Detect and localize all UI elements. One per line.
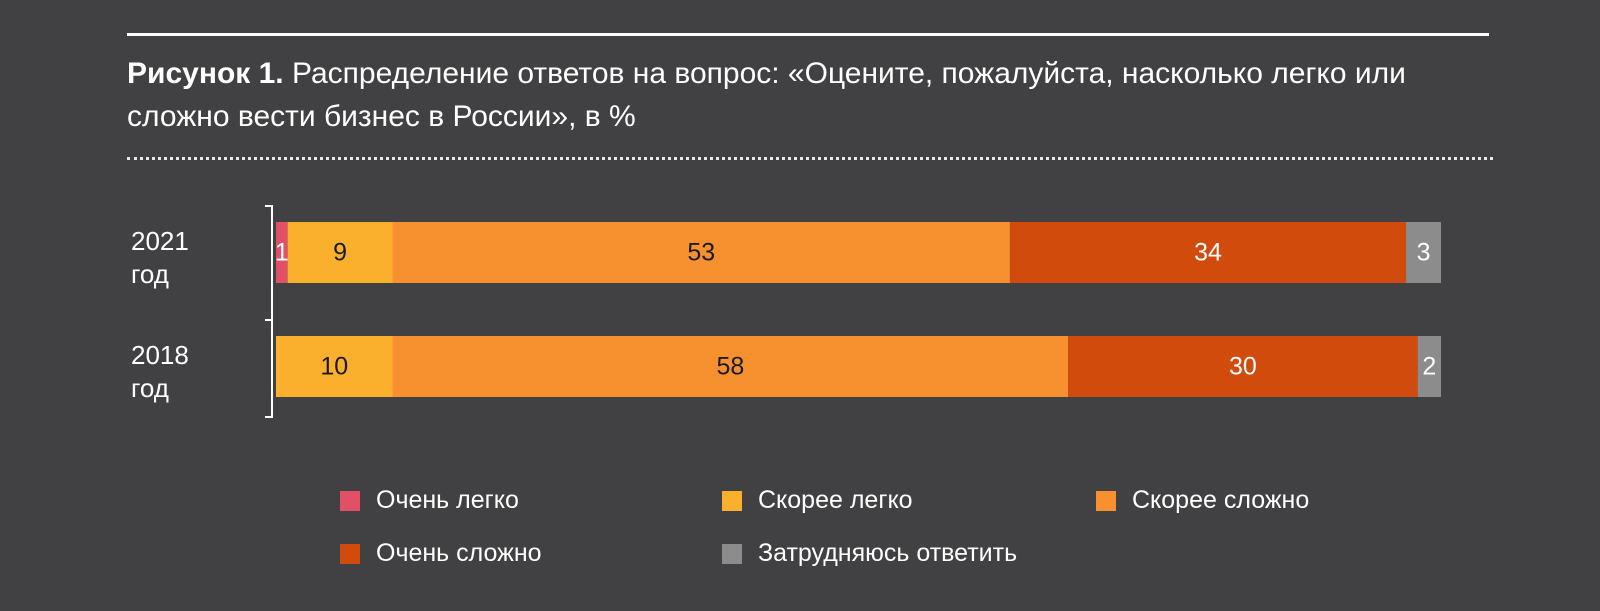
title-bottom-dotted-rule <box>127 157 1493 160</box>
bar-segment-2021-3 <box>1009 222 1407 283</box>
bar-segment-2018-1 <box>276 336 393 397</box>
legend-item: Очень сложно <box>340 539 542 568</box>
chart-title-figure-number: Рисунок 1. <box>127 57 284 90</box>
bar-segment-2021-2 <box>392 222 1010 283</box>
data-label-2018-4: 2 <box>1422 353 1436 381</box>
bar-segment-2021-4 <box>1406 222 1441 283</box>
data-label-2018-3: 30 <box>1229 353 1257 381</box>
y-tick-label-2018-2: год <box>131 373 169 403</box>
data-label-2021-3: 34 <box>1194 239 1222 267</box>
y-axis-bracket <box>265 205 273 418</box>
legend-swatch <box>340 490 360 511</box>
data-label-2021-1: 9 <box>333 239 347 267</box>
legend-item: Очень легко <box>340 486 519 515</box>
legend-item: Затрудняюсь ответить <box>722 539 1017 568</box>
bar-segment-2021-0 <box>276 222 288 283</box>
chart-title-text: Распределение ответов на вопрос: «Оценит… <box>127 57 1406 133</box>
data-label-2021-0: 1 <box>275 239 289 267</box>
legend-swatch <box>1096 490 1116 511</box>
y-tick-label-2021-1: 2021 <box>131 226 189 256</box>
legend-label: Очень легко <box>376 486 519 514</box>
bar-segment-2018-4 <box>1417 336 1441 397</box>
y-tick-label-2021-2: год <box>131 259 169 289</box>
bar-segment-2021-1 <box>287 222 393 283</box>
bar-segment-2018-2 <box>392 336 1069 397</box>
data-label-2018-1: 10 <box>320 353 348 381</box>
legend-item: Скорее сложно <box>1096 486 1309 515</box>
bar-segment-2018-3 <box>1068 336 1418 397</box>
legend-swatch <box>722 490 742 511</box>
chart-title: Рисунок 1. Распределение ответов на вопр… <box>127 52 1497 138</box>
data-label-2018-2: 58 <box>716 353 744 381</box>
legend-label: Очень сложно <box>376 539 542 567</box>
legend-label: Скорее легко <box>758 486 913 514</box>
legend-item: Скорее легко <box>722 486 913 515</box>
legend-label: Скорее сложно <box>1132 486 1310 514</box>
legend-swatch <box>722 543 742 564</box>
y-tick-label-2018-1: 2018 <box>131 340 189 370</box>
data-label-2021-2: 53 <box>687 239 715 267</box>
data-label-2021-4: 3 <box>1417 239 1431 267</box>
legend-swatch <box>340 543 360 564</box>
title-top-rule <box>127 33 1489 36</box>
legend-label: Затрудняюсь ответить <box>758 539 1018 567</box>
